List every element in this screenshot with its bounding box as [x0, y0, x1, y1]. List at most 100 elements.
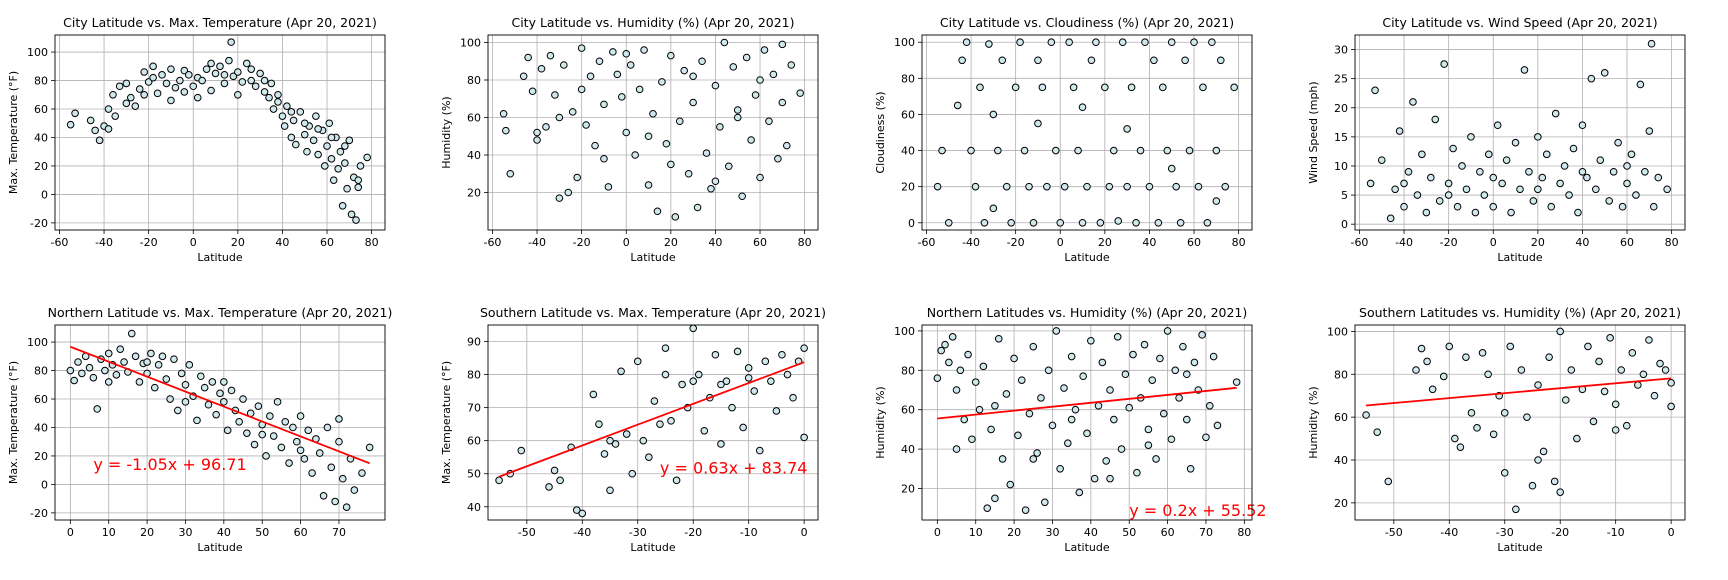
y-tick-label: -20: [30, 507, 48, 520]
scatter-point: [1133, 468, 1141, 477]
x-tick-label: 40: [1084, 526, 1098, 539]
x-axis-label: Latitude: [1497, 251, 1543, 264]
scatter-point: [289, 423, 297, 432]
scatter-point: [1565, 191, 1573, 199]
scatter-point: [1512, 505, 1520, 514]
x-tick-label: 80: [798, 236, 812, 249]
scatter-point: [1047, 38, 1056, 47]
scatter-point: [698, 57, 706, 66]
scatter-point: [1456, 443, 1465, 451]
x-tick-label: 60: [294, 526, 308, 539]
scatter-point: [323, 423, 332, 432]
scatter-point: [998, 56, 1007, 65]
scatter-point: [506, 169, 515, 178]
scatter-point: [158, 71, 166, 79]
scatter-point: [564, 188, 573, 197]
scatter-point: [789, 393, 797, 402]
scatter-point: [104, 105, 113, 113]
y-tick-label: 40: [34, 421, 48, 434]
scatter-point: [363, 153, 371, 162]
scatter-point: [1412, 366, 1420, 374]
x-tick-label: -10: [1607, 526, 1625, 539]
scatter-point: [143, 358, 151, 366]
scatter-point: [1489, 430, 1498, 439]
scatter-point: [1502, 156, 1511, 164]
scatter-point: [1623, 179, 1631, 188]
scatter-point: [184, 71, 193, 79]
scatter-point: [1083, 429, 1091, 438]
scatter-point: [1573, 434, 1581, 443]
scatter-point: [327, 463, 336, 472]
scatter-point: [611, 440, 620, 448]
scatter-point: [750, 387, 759, 395]
scatter-point: [1596, 156, 1605, 164]
scatter-point: [556, 476, 564, 485]
scatter-point: [582, 121, 590, 129]
scatter-point: [1185, 146, 1194, 155]
scatter-point: [1181, 56, 1189, 65]
scatter-point: [717, 380, 725, 389]
y-tick-label: 0: [908, 217, 915, 230]
scatter-point: [1617, 366, 1626, 374]
scatter-point: [1622, 421, 1631, 430]
scatter-point: [1182, 415, 1191, 424]
x-tick-label: 0: [1668, 526, 1675, 539]
x-tick-label: 0: [1057, 236, 1064, 249]
scatter-point: [147, 349, 155, 358]
regression-line: [498, 361, 805, 478]
scatter-point: [617, 93, 626, 101]
scatter-point: [343, 184, 351, 193]
scatter-point: [1511, 138, 1520, 147]
scatter-point: [1445, 342, 1454, 351]
scatter-point: [1117, 445, 1126, 453]
y-tick-label: 50: [467, 468, 481, 481]
scatter-point: [1507, 208, 1515, 217]
scatter-point: [1600, 69, 1609, 77]
scatter-point: [1025, 409, 1034, 418]
scatter-point: [116, 345, 125, 353]
x-tick-label: -60: [483, 236, 501, 249]
scatter-point: [994, 146, 1002, 155]
scatter-point: [1075, 488, 1084, 497]
scatter-point: [1034, 119, 1042, 128]
scatter-point: [1079, 372, 1087, 381]
scatter-point: [952, 445, 961, 453]
chart-title: City Latitude vs. Wind Speed (Apr 20, 20…: [1382, 15, 1657, 30]
scatter-point: [1547, 202, 1556, 211]
scatter-point: [347, 210, 356, 219]
scatter-point: [1545, 353, 1553, 361]
scatter-point: [711, 177, 720, 186]
scatter-point: [1650, 391, 1659, 400]
regression-equation: y = -1.05x + 96.71: [93, 455, 246, 474]
scatter-point: [254, 402, 263, 410]
scatter-point: [595, 57, 604, 66]
scatter-point: [350, 486, 359, 494]
scatter-point: [78, 369, 86, 378]
scatter-point: [131, 352, 140, 361]
scatter-point: [335, 437, 343, 446]
scatter-point: [358, 469, 366, 477]
scatter-point: [760, 46, 769, 54]
scatter-point: [309, 136, 318, 145]
scatter-point: [1471, 208, 1480, 217]
scatter-point: [180, 66, 189, 75]
scatter-point: [1449, 144, 1457, 153]
scatter-point: [577, 44, 586, 52]
scatter-point: [269, 432, 278, 440]
scatter-point: [1145, 182, 1154, 191]
scatter-point: [144, 78, 153, 86]
scatter-point: [1037, 394, 1045, 402]
scatter-point: [1628, 349, 1637, 357]
scatter-point: [1167, 38, 1176, 47]
scatter-point: [1520, 66, 1529, 74]
scatter-point: [1371, 86, 1379, 95]
chart-title: City Latitude vs. Humidity (%) (Apr 20, …: [511, 15, 794, 30]
scatter-point: [1154, 218, 1163, 227]
scatter-point: [694, 370, 703, 379]
scatter-point: [176, 76, 184, 85]
scatter-point: [650, 397, 659, 405]
scatter-point: [283, 102, 291, 110]
scatter-point: [207, 59, 215, 68]
scatter-point: [167, 65, 175, 73]
